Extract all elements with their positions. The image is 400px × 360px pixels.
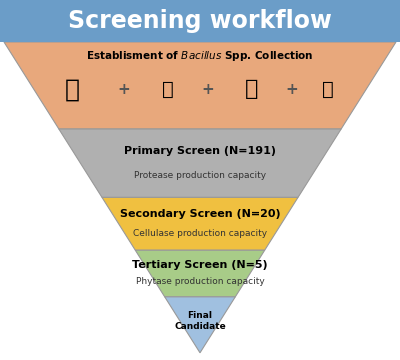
Polygon shape — [4, 42, 396, 129]
Text: +: + — [202, 82, 214, 96]
Text: Secondary Screen (N=20): Secondary Screen (N=20) — [120, 209, 280, 219]
Text: Phytase production capacity: Phytase production capacity — [136, 278, 264, 287]
Text: Final
Candidate: Final Candidate — [174, 311, 226, 331]
Text: +: + — [118, 82, 130, 96]
Text: Cellulase production capacity: Cellulase production capacity — [133, 229, 267, 238]
Text: 🐄: 🐄 — [64, 77, 80, 101]
Text: 🐔: 🐔 — [162, 80, 174, 99]
Polygon shape — [102, 197, 298, 250]
Polygon shape — [165, 297, 235, 353]
FancyBboxPatch shape — [0, 0, 400, 42]
Text: Primary Screen (N=191): Primary Screen (N=191) — [124, 146, 276, 156]
Text: 🐰: 🐰 — [322, 80, 334, 99]
Polygon shape — [59, 129, 341, 197]
Text: Establisment of $\it{Bacillus}$ Spp. Collection: Establisment of $\it{Bacillus}$ Spp. Col… — [86, 49, 314, 63]
Text: Tertiary Screen (N=5): Tertiary Screen (N=5) — [132, 260, 268, 270]
Polygon shape — [135, 250, 265, 297]
Text: +: + — [286, 82, 298, 96]
Text: Protease production capacity: Protease production capacity — [134, 171, 266, 180]
Text: Screening workflow: Screening workflow — [68, 9, 332, 33]
Text: 🐷: 🐷 — [245, 79, 259, 99]
